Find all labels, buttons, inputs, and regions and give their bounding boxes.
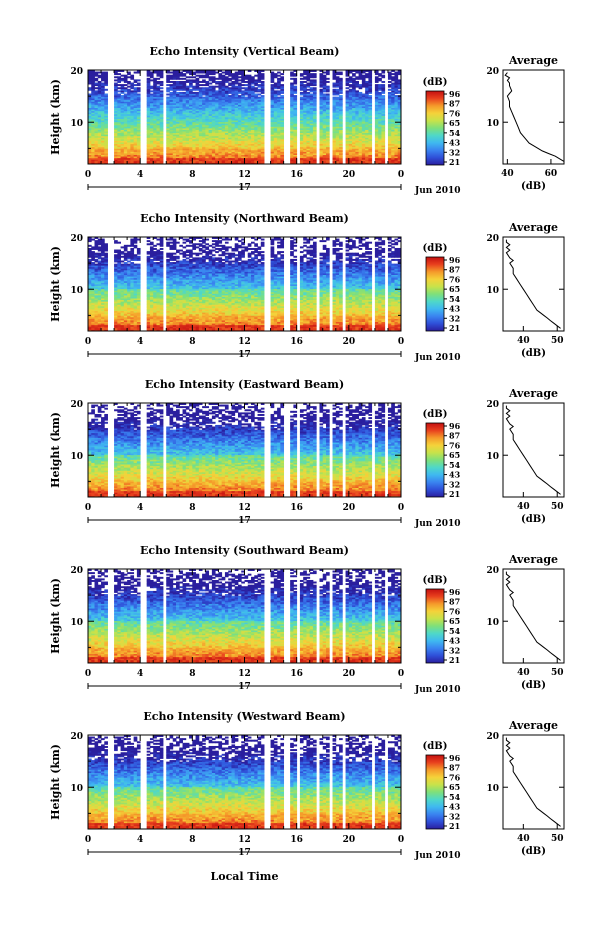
heatmap-cell	[183, 73, 187, 75]
heatmap-cell	[124, 84, 128, 86]
heatmap-cell	[150, 94, 154, 96]
heatmap-cell	[124, 75, 128, 77]
heatmap-cell	[88, 87, 92, 89]
heatmap-cell	[134, 84, 138, 86]
heatmap-cell	[189, 79, 193, 81]
heatmap-cell	[104, 94, 108, 96]
heatmap-cell	[192, 72, 196, 74]
heatmap-cell	[170, 75, 174, 77]
heatmap-cell	[130, 75, 134, 77]
heatmap-cell	[121, 78, 125, 80]
heatmap-cell	[114, 76, 118, 78]
heatmap-cell	[192, 86, 196, 88]
heatmap-cell	[124, 87, 128, 89]
heatmap-cell	[160, 87, 164, 89]
heatmap-cell	[98, 81, 102, 83]
heatmap-cell	[156, 81, 160, 83]
heatmap-cell	[170, 84, 174, 86]
heatmap-cell	[124, 94, 128, 96]
heatmap-cell	[134, 87, 138, 89]
heatmap-cell	[101, 83, 105, 85]
heatmap-cell	[192, 92, 196, 94]
heatmap-cell	[117, 76, 121, 78]
heatmap-cell	[137, 87, 141, 89]
heatmap-cell	[104, 89, 108, 91]
heatmap-cell	[176, 92, 180, 94]
heatmap-cell	[150, 79, 154, 81]
heatmap-cell	[179, 72, 183, 74]
heatmap-cell	[192, 79, 196, 81]
heatmap-cells	[88, 70, 401, 164]
heatmap-cell	[88, 94, 92, 96]
heatmap-cell	[137, 83, 141, 85]
heatmap-cell	[98, 75, 102, 77]
heatmap-cell	[183, 92, 187, 94]
heatmap-cell	[186, 76, 190, 78]
heatmap-cell	[127, 89, 131, 91]
heatmap-cell	[179, 81, 183, 83]
heatmap-cell	[121, 75, 125, 77]
heatmap-cell	[179, 92, 183, 94]
heatmap-cell	[170, 81, 174, 83]
heatmap-cell	[176, 81, 180, 83]
heatmap-cell	[95, 72, 99, 74]
heatmap-cell	[153, 78, 157, 80]
heatmap-cell	[95, 87, 99, 89]
heatmap-cell	[121, 95, 125, 97]
heatmap-cell	[137, 94, 141, 96]
heatmap-cell	[117, 94, 121, 96]
heatmap-cell	[117, 90, 121, 92]
heatmap-cell	[134, 79, 138, 81]
heatmap-cell	[173, 81, 177, 83]
heatmap-cell	[117, 87, 121, 89]
heatmap-cell	[150, 86, 154, 88]
heatmap-cell	[127, 81, 131, 83]
heatmap-cell	[156, 78, 160, 80]
heatmap-cell	[170, 72, 174, 74]
heatmap-cell	[166, 75, 170, 77]
heatmap-cell	[130, 90, 134, 92]
heatmap-cell	[127, 76, 131, 78]
heatmap-cell	[134, 72, 138, 74]
heatmap-cell	[147, 78, 151, 80]
heatmap-cell	[156, 86, 160, 88]
heatmap-cell	[160, 90, 164, 92]
heatmap-cell	[117, 73, 121, 75]
heatmap-cell	[166, 87, 170, 89]
heatmap-cell	[192, 76, 196, 78]
panel-0: Echo Intensity (Vertical Beam)0 4 8 12 16 20 0…	[49, 45, 564, 196]
heatmap-cell	[170, 92, 174, 94]
heatmap-cell	[95, 78, 99, 80]
heatmap-cell	[186, 79, 190, 81]
heatmap-cell	[121, 84, 125, 86]
heatmap-cell	[186, 86, 190, 88]
heatmap-cell	[114, 79, 118, 81]
heatmap-cell	[183, 81, 187, 83]
figure: Echo Intensity (Vertical Beam)0 4 8 12 16 20 0…	[0, 0, 616, 929]
heatmap-cell	[166, 94, 170, 96]
heatmap-cell	[166, 97, 170, 99]
heatmap-cell	[127, 86, 131, 88]
heatmap-cell	[117, 84, 121, 86]
heatmap-cell	[160, 81, 164, 83]
heatmap-cell	[101, 72, 105, 74]
heatmap-cell	[179, 78, 183, 80]
heatmap-cell	[137, 79, 141, 81]
heatmap-cell	[95, 83, 99, 85]
heatmap-cell	[130, 83, 134, 85]
heatmap-cell	[166, 84, 170, 86]
heatmap-cell	[183, 78, 187, 80]
heatmap-cell	[189, 76, 193, 78]
heatmap-cell	[104, 72, 108, 74]
heatmap-cell	[189, 89, 193, 91]
heatmap-cell	[95, 90, 99, 92]
heatmap-cell	[114, 83, 118, 85]
heatmap-cell	[150, 90, 154, 92]
heatmap-cell	[127, 72, 131, 74]
panel-title: Echo Intensity (Vertical Beam)	[149, 45, 339, 58]
